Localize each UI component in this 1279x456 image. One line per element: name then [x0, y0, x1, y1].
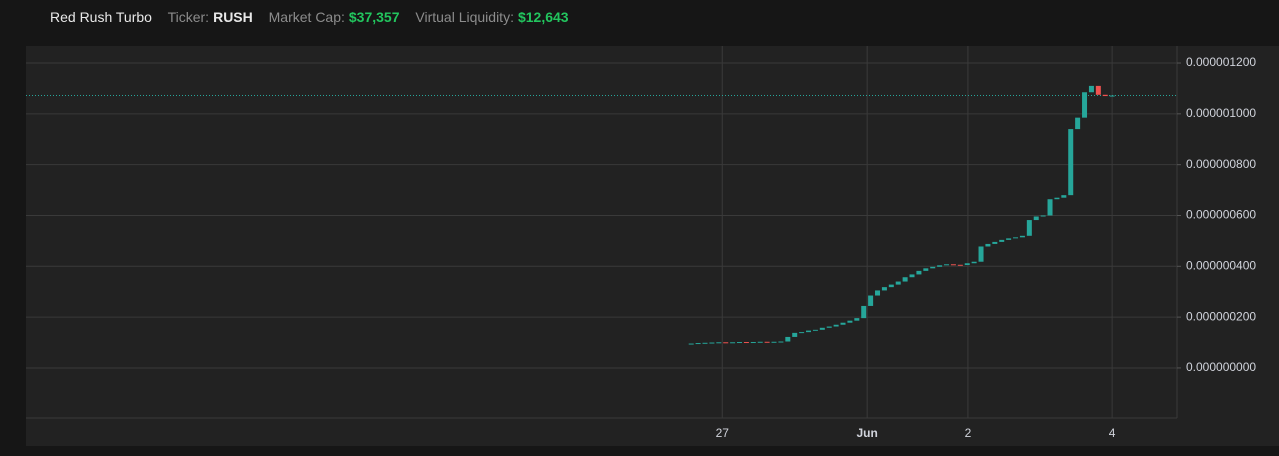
candle-body [771, 341, 777, 343]
candle-body [1068, 129, 1074, 196]
candle-body [1040, 215, 1046, 217]
candle-body [944, 264, 950, 266]
candle-body [868, 295, 874, 306]
candle-body [833, 324, 839, 327]
x-tick-label: 4 [1109, 426, 1116, 440]
candle-body [737, 342, 743, 344]
candle-body [778, 341, 784, 343]
candle-body [1006, 238, 1012, 240]
candle-body [709, 342, 715, 344]
candle-body [1047, 199, 1053, 216]
candle-body [750, 342, 756, 344]
candle-body [1033, 216, 1039, 221]
candle-body [826, 326, 832, 328]
candle-body [964, 263, 970, 266]
ticker: RUSH [213, 9, 253, 25]
y-tick-label: 0.000001200 [1186, 55, 1256, 69]
y-tick-label: 0.000000000 [1186, 360, 1256, 374]
liquidity: $12,643 [517, 9, 569, 25]
candle-body [840, 322, 846, 325]
candle-body [909, 274, 915, 278]
candle-body [902, 277, 908, 282]
candle-body [847, 320, 853, 323]
candle-body [764, 341, 770, 343]
header: Red Rush Turbo Ticker: RUSH Market Cap: $3… [50, 9, 581, 25]
candle-body [723, 342, 729, 344]
candle-body [930, 266, 936, 269]
x-tick-label: 2 [965, 426, 972, 440]
candle-body [792, 332, 798, 337]
ticker-label: Ticker: [167, 9, 210, 25]
market-cap: $37,357 [348, 9, 400, 25]
candle-body [985, 243, 991, 247]
candle-body [923, 268, 929, 271]
candle-body [1082, 92, 1088, 118]
candle-body [937, 265, 943, 267]
candle-body [1075, 117, 1081, 130]
candle-body [1054, 197, 1060, 200]
candle-body [799, 332, 805, 334]
x-tick-label: 27 [716, 426, 730, 440]
y-tick-label: 0.000000600 [1186, 208, 1256, 222]
candle-body [1026, 220, 1032, 236]
candle-body [957, 264, 963, 266]
candle-body [730, 342, 736, 344]
candle-body [702, 342, 708, 344]
candle-body [1109, 95, 1115, 97]
candle-body [743, 342, 749, 344]
candle-body [1013, 237, 1019, 239]
candle-body [1095, 85, 1101, 95]
market-cap-label: Market Cap: [268, 9, 345, 25]
token-name: Red Rush Turbo [50, 9, 152, 25]
candle-body [716, 342, 722, 344]
candle-body [978, 246, 984, 262]
candle-body [785, 336, 791, 342]
candle-body [950, 264, 956, 266]
candle-body [806, 330, 812, 333]
candle-body [854, 318, 860, 321]
candle-body [688, 343, 694, 345]
candle-body [999, 239, 1005, 242]
candle-body [992, 241, 998, 244]
candle-body [1061, 195, 1067, 198]
candle-body [1102, 94, 1108, 97]
candle-body [1019, 235, 1025, 238]
y-tick-label: 0.000000200 [1186, 309, 1256, 323]
candle-body [888, 284, 894, 288]
y-tick-label: 0.000000800 [1186, 157, 1256, 171]
y-tick-label: 0.000000400 [1186, 258, 1256, 272]
candle-body [895, 281, 901, 285]
candle-body [1088, 85, 1094, 93]
candle-body [757, 341, 763, 343]
y-tick-label: 0.000001000 [1186, 106, 1256, 120]
liquidity-label: Virtual Liquidity: [415, 9, 514, 25]
candle-body [695, 343, 701, 345]
candle-body [861, 305, 867, 319]
x-tick-label: Jun [856, 426, 877, 440]
chart-panel [26, 46, 1279, 446]
candle-body [971, 261, 977, 264]
candle-body [916, 270, 922, 275]
candle-body [819, 327, 825, 330]
candle-body [875, 290, 881, 296]
candle-body [881, 287, 887, 291]
candle-body [812, 329, 818, 331]
